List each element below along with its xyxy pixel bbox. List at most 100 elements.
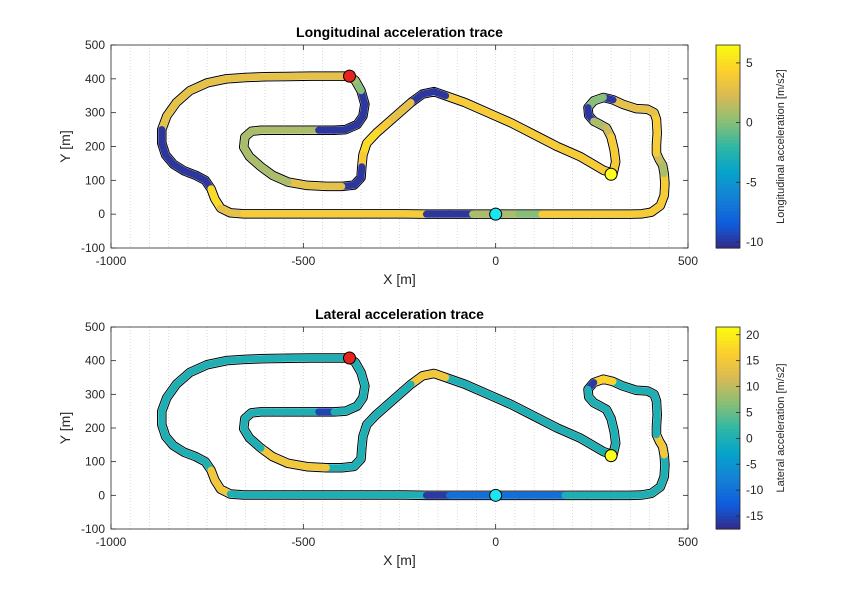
colorbar-step — [716, 214, 740, 219]
x-tick-label: -1000 — [96, 254, 127, 268]
colorbar-step — [716, 505, 740, 510]
track-segment — [484, 390, 515, 408]
colorbar-step — [716, 48, 740, 53]
colorbar-step — [716, 132, 740, 137]
colorbar-tick-label: 20 — [746, 328, 760, 342]
colorbar-step — [716, 468, 740, 473]
colorbar-step — [716, 525, 740, 530]
track-segment — [461, 380, 492, 398]
colorbar-step — [716, 397, 740, 402]
colorbar-step — [716, 481, 740, 486]
x-tick-label: 0 — [492, 254, 499, 268]
colorbar-step — [716, 95, 740, 100]
y-axis-label: Y [m] — [57, 412, 73, 444]
colorbar-step — [716, 394, 740, 399]
colorbar-step — [716, 357, 740, 362]
colorbar-step — [716, 491, 740, 496]
y-tick-label: 0 — [98, 207, 105, 221]
x-tick-label: -1000 — [96, 535, 127, 549]
colorbar-step — [716, 407, 740, 412]
colorbar-step — [716, 193, 740, 198]
colorbar-step — [716, 337, 740, 342]
colorbar-step — [716, 340, 740, 345]
colorbar-step — [716, 377, 740, 382]
colorbar-step — [716, 105, 740, 110]
colorbar-step — [716, 173, 740, 178]
colorbar-step — [716, 136, 740, 141]
colorbar-tick-label: 15 — [746, 354, 760, 368]
colorbar-step — [716, 119, 740, 124]
colorbar-step — [716, 454, 740, 459]
y-tick-label: 100 — [85, 455, 105, 469]
colorbar-step — [716, 75, 740, 80]
colorbar-step — [716, 512, 740, 517]
colorbar-step — [716, 122, 740, 127]
y-tick-label: -100 — [81, 522, 105, 536]
colorbar-step — [716, 156, 740, 161]
track-segment — [553, 424, 584, 442]
colorbar-step — [716, 458, 740, 463]
chart-title: Lateral acceleration trace — [315, 306, 484, 322]
colorbar-step — [716, 387, 740, 392]
colorbar-step — [716, 78, 740, 83]
colorbar-step — [716, 370, 740, 375]
colorbar-frame — [715, 44, 741, 249]
colorbar-step — [716, 390, 740, 395]
track-segment — [553, 143, 584, 161]
colorbar-step — [716, 116, 740, 121]
colorbar-step — [716, 204, 740, 208]
colorbar-step — [716, 522, 740, 527]
colorbar-step — [716, 353, 740, 358]
colorbar-step — [716, 431, 740, 436]
colorbar-step — [716, 92, 740, 97]
x-axis-label: X [m] — [383, 552, 416, 568]
colorbar-step — [716, 234, 740, 239]
colorbar-step — [716, 55, 740, 60]
colorbar-tick-label: -5 — [746, 175, 757, 189]
colorbar-step — [716, 508, 740, 513]
colorbar-step — [716, 72, 740, 77]
colorbar-step — [716, 360, 740, 365]
colorbar-step — [716, 129, 740, 134]
panel-1: -1000 -500 0 500-1000100200300400500Longitu… — [57, 24, 787, 287]
colorbar-step — [716, 461, 740, 466]
colorbar-tick-label: -10 — [746, 483, 764, 497]
colorbar-step — [716, 190, 740, 195]
track-segment — [484, 109, 515, 127]
colorbar-frame — [715, 326, 741, 530]
colorbar: -10 -5 0 5 Longitudinal acceleration [m/s2] — [715, 44, 787, 249]
colorbar-step — [716, 428, 740, 432]
colorbar-step — [716, 112, 740, 117]
colorbar-step — [716, 166, 740, 171]
colorbar-step — [716, 139, 740, 144]
track-segment — [507, 400, 538, 420]
colorbar-step — [716, 197, 740, 202]
y-tick-label: 200 — [85, 421, 105, 435]
colorbar-tick-label: 0 — [746, 431, 753, 445]
colorbar-step — [716, 502, 740, 507]
colorbar-step — [716, 227, 740, 232]
track-segment — [576, 153, 607, 174]
colorbar-step — [716, 478, 740, 483]
colorbar-step — [716, 88, 740, 93]
colorbar-step — [716, 441, 740, 446]
colorbar-step — [716, 58, 740, 63]
colorbar-step — [716, 149, 740, 154]
colorbar-tick-label: -10 — [746, 235, 764, 249]
colorbar-step — [716, 384, 740, 389]
colorbar-step — [716, 367, 740, 372]
colorbar-step — [716, 224, 740, 229]
colorbar-step — [716, 163, 740, 168]
y-tick-label: 300 — [85, 387, 105, 401]
colorbar-step — [716, 333, 740, 338]
colorbar-step — [716, 518, 740, 523]
x-axis-label: X [m] — [383, 271, 416, 287]
colorbar-step — [716, 126, 740, 131]
x-ticks: -1000 -500 0 500 — [96, 45, 698, 268]
y-tick-label: 100 — [85, 173, 105, 187]
y-tick-label: 500 — [85, 38, 105, 52]
colorbar-step — [716, 231, 740, 236]
x-tick-label: -500 — [291, 254, 315, 268]
colorbar-step — [716, 217, 740, 222]
colorbar-step — [716, 102, 740, 107]
